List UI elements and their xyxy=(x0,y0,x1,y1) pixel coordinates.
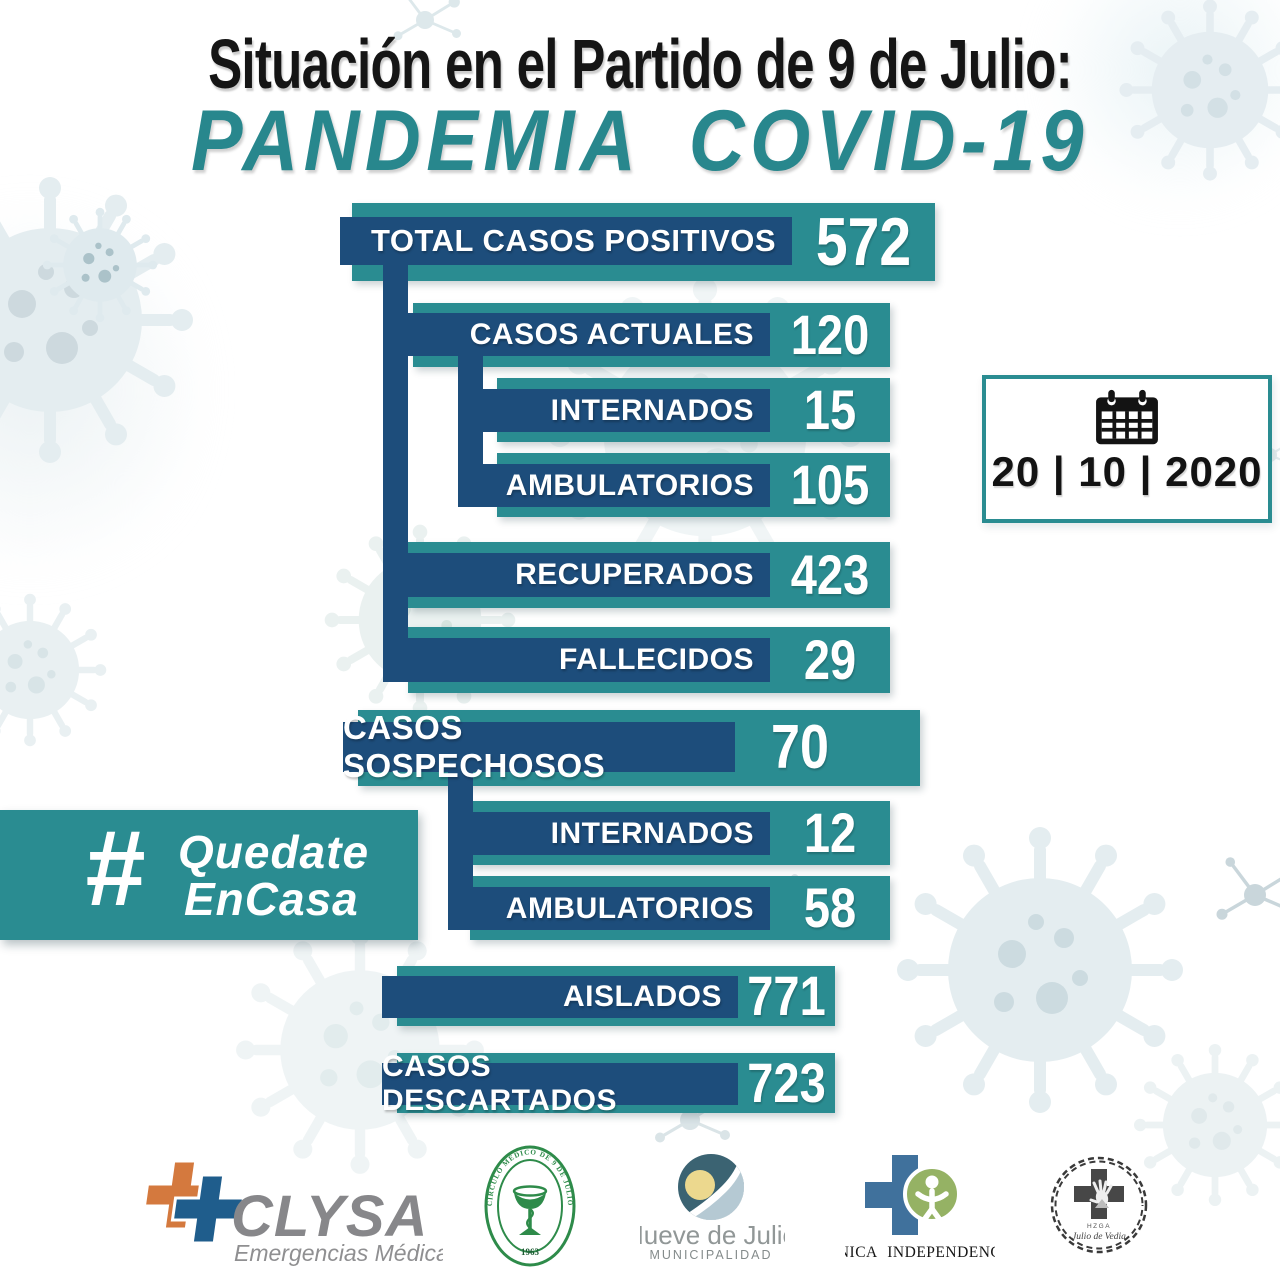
stat-label: CASOS ACTUALES xyxy=(469,317,754,351)
stat-label-bar: INTERNADOS xyxy=(458,389,770,432)
stat-label: RECUPERADOS xyxy=(515,558,754,591)
stat-label: AMBULATORIOS xyxy=(505,891,754,925)
stat-label: AISLADOS xyxy=(562,980,722,1013)
clysa-tagline: Emergencias Médicas xyxy=(234,1240,443,1266)
hashtag-icon: # xyxy=(84,807,145,928)
stat-label-bar: AMBULATORIOS xyxy=(448,887,770,930)
circulo-year: 1963 xyxy=(521,1247,540,1257)
stat-value: 12 xyxy=(803,801,857,864)
stat-label: CASOS DESCARTADOS xyxy=(382,1050,617,1117)
stat-value: 70 xyxy=(771,713,829,782)
stat-value: 723 xyxy=(747,1051,826,1114)
clysa-logo: CLYSA Emergencias Médicas xyxy=(142,1159,443,1266)
stat-value: 58 xyxy=(803,876,857,939)
stat-label-bar: INTERNADOS xyxy=(448,812,770,855)
molecule-icon xyxy=(1214,855,1280,922)
stat-label-bar: CASOS DESCARTADOS xyxy=(382,1050,738,1117)
page-title: Situación en el Partido de 9 de Julio: xyxy=(208,25,1073,103)
stat-label-bar: AMBULATORIOS xyxy=(458,464,770,507)
virus-icon xyxy=(40,205,160,325)
stat-label-bar: CASOS ACTUALES xyxy=(383,313,770,356)
stat-label-bar: CASOS SOSPECHOSOS xyxy=(343,709,735,784)
stat-label-bar: TOTAL CASOS POSITIVOS xyxy=(340,217,792,265)
stat-label-bar: AISLADOS xyxy=(382,976,738,1018)
stat-label: INTERNADOS xyxy=(550,393,754,427)
stat-label-bar: FALLECIDOS xyxy=(383,638,770,682)
clinica-name: CLÍNICA INDEPENDENCIA xyxy=(845,1244,995,1261)
virus-icon xyxy=(0,170,200,470)
stat-value: 29 xyxy=(803,628,857,691)
quedate-line: Quedate xyxy=(178,826,370,878)
stat-value: 15 xyxy=(803,378,857,441)
calendar-icon xyxy=(1096,389,1158,445)
stat-value: 771 xyxy=(747,964,826,1027)
clysa-name: CLYSA xyxy=(231,1184,428,1249)
clinica-independencia-logo: CLÍNICA INDEPENDENCIA xyxy=(845,1155,995,1261)
municipalidad-subtitle: MUNICIPALIDAD xyxy=(649,1248,772,1262)
quedate-en-casa-text: Quedate EnCasa xyxy=(178,829,369,923)
municipalidad-name: Nueve de Julio xyxy=(640,1220,785,1250)
stat-label: AMBULATORIOS xyxy=(505,468,754,502)
connector-line xyxy=(383,245,408,682)
stat-label: CASOS SOSPECHOSOS xyxy=(343,709,606,784)
nueve-de-julio-logo: Nueve de Julio MUNICIPALIDAD xyxy=(640,1154,785,1262)
page-subtitle: PANDEMIA COVID-19 xyxy=(191,93,1089,189)
stat-value: 105 xyxy=(790,453,870,516)
circulo-medico-logo: CÍRCULO MÉDICO DE 9 DE JULIO 1963 xyxy=(484,1145,576,1267)
encasa-line: EnCasa xyxy=(184,873,359,925)
hospital-stamp-logo: HZGA Julio de Vedia xyxy=(1050,1156,1148,1254)
virus-icon xyxy=(0,590,110,750)
stat-value: 423 xyxy=(790,543,870,606)
stat-value: 120 xyxy=(790,303,870,366)
stat-label: INTERNADOS xyxy=(550,816,754,850)
background-tint xyxy=(0,180,200,600)
virus-icon xyxy=(890,820,1190,1120)
date-text: 20 | 10 | 2020 xyxy=(991,448,1263,495)
stat-label: FALLECIDOS xyxy=(558,643,754,676)
stat-label-bar: RECUPERADOS xyxy=(383,553,770,597)
quedate-en-casa-banner: # Quedate EnCasa xyxy=(0,807,418,940)
stamp-line1: HZGA xyxy=(1087,1223,1111,1230)
stamp-line2: Julio de Vedia xyxy=(1072,1232,1126,1242)
stat-label: TOTAL CASOS POSITIVOS xyxy=(371,223,776,258)
stat-value: 572 xyxy=(815,204,912,280)
